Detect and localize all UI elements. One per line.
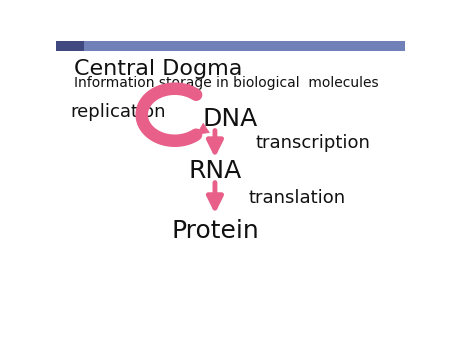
Text: translation: translation <box>248 189 345 207</box>
Text: transcription: transcription <box>255 135 370 152</box>
Text: DNA: DNA <box>202 106 258 131</box>
Text: replication: replication <box>70 103 166 121</box>
Text: Information storage in biological  molecules: Information storage in biological molecu… <box>74 76 378 90</box>
Text: RNA: RNA <box>189 159 242 183</box>
FancyBboxPatch shape <box>84 41 405 51</box>
Text: Central Dogma: Central Dogma <box>74 59 242 79</box>
FancyBboxPatch shape <box>56 41 84 51</box>
Text: Protein: Protein <box>171 219 259 243</box>
